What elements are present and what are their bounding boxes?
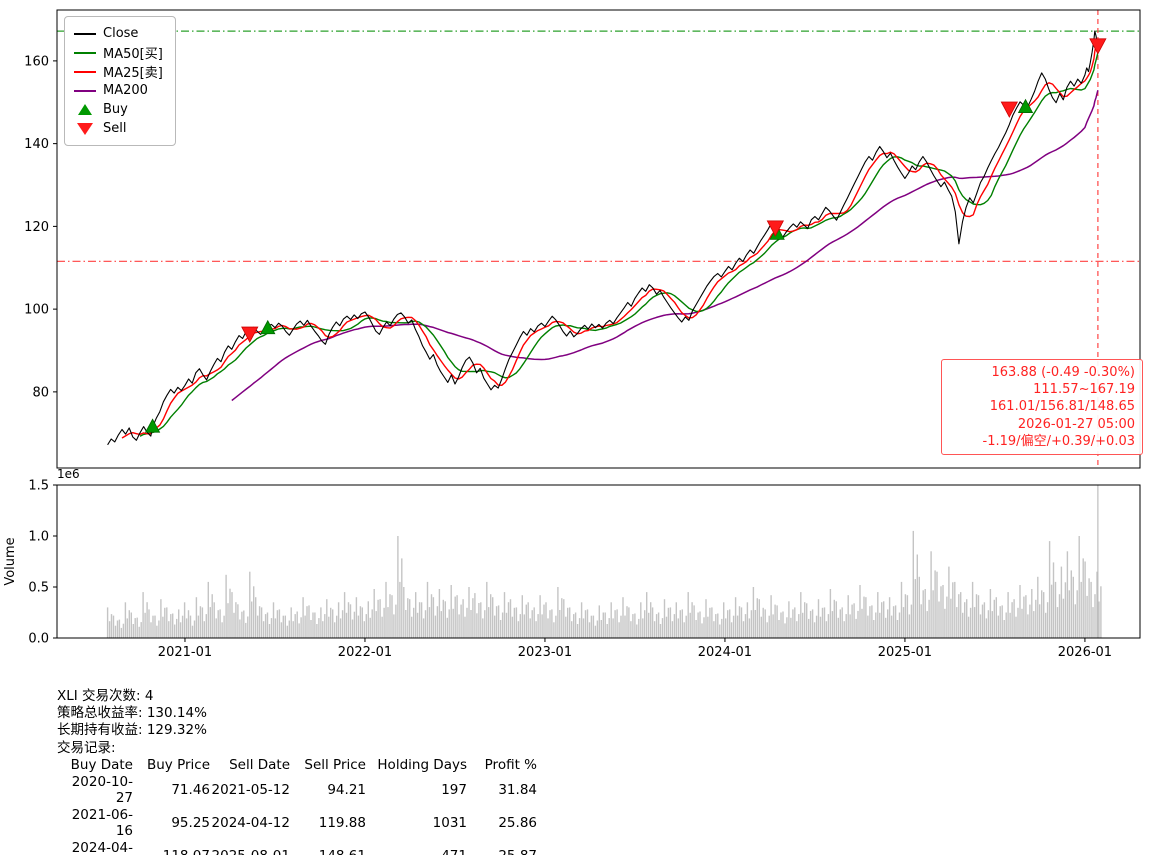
annotation-price-change: 163.88 (-0.49 -0.30%) (991, 365, 1135, 380)
svg-text:2023-01: 2023-01 (518, 645, 572, 660)
close-line-swatch (74, 32, 96, 35)
trade-cell: 2024-04-17 (71, 840, 133, 855)
legend-label: Sell (103, 121, 127, 136)
volume-bars (106, 530, 1102, 638)
chart-legend: Close MA50[买] MA25[卖] MA200 Buy Sell (64, 16, 176, 146)
legend-item-ma200: MA200 (74, 81, 163, 100)
trade-row: 2020-10-27 71.46 2021-05-12 94.21 197 31.84 (57, 775, 537, 808)
trade-cell: 95.25 (171, 815, 210, 832)
ma25-line-swatch (74, 70, 96, 73)
buy-marker (260, 319, 276, 335)
col-buy-date: Buy Date (70, 756, 133, 773)
svg-text:Volume: Volume (3, 537, 18, 585)
price-volume-chart: 80 100 120 140 160 0.0 0.5 1.0 1.5 1e6 Volume 2021-… (3, 9, 1141, 660)
svg-text:1.0: 1.0 (28, 530, 49, 545)
legend-item-sell: Sell (74, 119, 163, 138)
annotation-datetime: 2026-01-27 05:00 (1017, 416, 1135, 432)
ma25-line (121, 38, 1099, 439)
annotation-range: 111.57~167.19 (1033, 382, 1135, 398)
svg-text:0.0: 0.0 (28, 632, 49, 647)
price-axes (56, 9, 1141, 469)
trade-count-line: XLI 交易次数: 4 (57, 688, 154, 704)
svg-text:1.5: 1.5 (28, 479, 49, 494)
buy-marker (1017, 98, 1034, 113)
legend-item-buy: Buy (74, 100, 163, 119)
svg-text:1e6: 1e6 (57, 467, 80, 481)
svg-text:2024-01: 2024-01 (698, 645, 752, 660)
col-buy-price: Buy Price (146, 756, 210, 773)
svg-text:100: 100 (24, 303, 49, 318)
legend-item-ma50: MA50[买] (74, 43, 163, 62)
legend-label: Buy (103, 102, 128, 117)
sell-marker (766, 220, 785, 237)
trade-cell: 119.88 (318, 815, 366, 832)
trade-cell: 25.87 (467, 841, 537, 855)
ma50-line (139, 52, 1099, 437)
volume-axes (56, 484, 1141, 639)
trade-cell: 1031 (432, 815, 467, 832)
trade-row: 2021-06-16 95.25 2024-04-12 119.88 1031 25.86 (57, 808, 537, 841)
hold-return-line: 长期持有收益: 129.32% (57, 722, 207, 739)
svg-text:80: 80 (32, 385, 49, 400)
trade-cell: 25.86 (498, 815, 537, 832)
stats-block: XLI 交易次数: 4 策略总收益率: 130.14% 长期持有收益: 129.… (57, 688, 537, 855)
sell-triangle-icon (74, 122, 96, 135)
svg-text:2022-01: 2022-01 (338, 645, 392, 660)
legend-label: Close (103, 26, 139, 41)
trade-cell: 2021-06-16 (71, 807, 133, 839)
svg-text:2025-01: 2025-01 (878, 645, 932, 660)
legend-item-ma25: MA25[卖] (74, 62, 163, 81)
strategy-return-line: 策略总收益率: 130.14% (57, 705, 207, 722)
legend-item-close: Close (74, 24, 163, 43)
col-sell-date: Sell Date (229, 756, 290, 773)
svg-text:2026-01: 2026-01 (1058, 645, 1112, 660)
sell-marker (1089, 38, 1107, 55)
annotation-ma-values: 161.01/156.81/148.65 (989, 399, 1135, 415)
col-holding-days: Holding Days (377, 756, 467, 773)
trade-cell: 31.84 (498, 782, 537, 799)
sell-marker (241, 326, 259, 343)
trade-cell: 148.61 (290, 841, 366, 855)
close-line (107, 30, 1099, 446)
trade-cell: 94.21 (327, 782, 366, 799)
trade-table: Buy Date Buy Price Sell Date Sell Price … (57, 756, 537, 855)
trade-cell: 2020-10-27 (71, 774, 133, 806)
trade-cell: 471 (366, 841, 467, 855)
quote-annotation-box: 163.88 (-0.49 -0.30%) 111.57~167.19 161.… (941, 359, 1143, 456)
trade-cell: 2021-05-12 (211, 782, 290, 799)
svg-text:2021-01: 2021-01 (158, 645, 212, 660)
buy-triangle-icon (74, 104, 96, 115)
svg-text:160: 160 (24, 54, 49, 69)
legend-label: MA50[买] (103, 47, 163, 62)
trade-cell: 197 (441, 782, 467, 799)
ma200-line (231, 90, 1099, 402)
annotation-signal: -1.19/偏空/+0.39/+0.03 (982, 433, 1135, 449)
ma50-line-swatch (74, 51, 96, 54)
trade-cell: 71.46 (171, 782, 210, 799)
trade-table-body: 2020-10-27 71.46 2021-05-12 94.21 197 31.84 20… (57, 775, 537, 855)
svg-text:0.5: 0.5 (28, 581, 49, 596)
trade-record-title: 交易记录: (57, 739, 116, 756)
ma200-line-swatch (74, 89, 96, 92)
buy-marker (144, 418, 161, 433)
legend-label: MA25[卖] (103, 66, 163, 81)
svg-text:120: 120 (24, 220, 49, 235)
trade-cell: 2024-04-12 (211, 815, 290, 832)
col-sell-price: Sell Price (304, 756, 366, 773)
sell-marker (1000, 101, 1018, 118)
trade-table-header: Buy Date Buy Price Sell Date Sell Price … (57, 756, 537, 776)
trade-cell: 2025-08-01 (210, 841, 290, 855)
svg-text:140: 140 (24, 137, 49, 152)
col-profit: Profit % (484, 756, 537, 773)
trade-cell: 118.07 (133, 841, 210, 855)
trade-row: 2024-04-17118.072025-08-01148.6147125.87 (57, 841, 537, 855)
legend-label: MA200 (103, 83, 148, 98)
